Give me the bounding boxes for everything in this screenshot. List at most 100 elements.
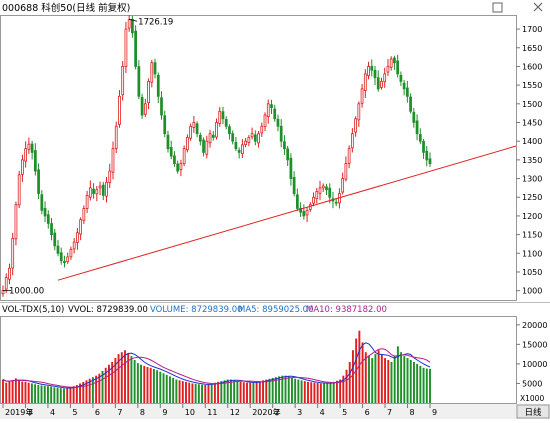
volume-bar xyxy=(188,382,191,403)
date-label: 2019年 xyxy=(5,407,33,417)
candle-body xyxy=(17,174,21,206)
candle-body xyxy=(76,232,79,243)
volume-bar xyxy=(329,382,332,403)
candle-body xyxy=(321,185,325,189)
date-label: 3 xyxy=(297,408,302,417)
candle-body xyxy=(127,19,131,29)
candle-body xyxy=(14,204,18,240)
ma10-label: MA10: 9387182.00 xyxy=(306,305,387,315)
volume-bar xyxy=(213,382,216,403)
volume-bar xyxy=(361,342,364,403)
volume-bar xyxy=(287,376,290,403)
volume-bar xyxy=(274,377,277,403)
volume-bar xyxy=(2,379,4,403)
volume-bar xyxy=(59,388,62,403)
volume-bar xyxy=(162,373,165,403)
period-tab[interactable]: 日线 xyxy=(516,404,550,419)
candle-body xyxy=(111,148,115,173)
volume-bar xyxy=(412,361,415,403)
date-label: 11 xyxy=(207,408,217,417)
candle-body xyxy=(373,69,377,79)
candle-body xyxy=(101,184,105,196)
candle-body xyxy=(273,108,277,120)
volume-bar xyxy=(252,382,255,403)
candle-body xyxy=(140,97,144,116)
volume-bar xyxy=(294,378,297,403)
candle-body xyxy=(205,140,209,155)
volume-bar xyxy=(425,368,428,403)
candle-body xyxy=(79,219,83,235)
volume-bar xyxy=(101,370,104,403)
volume-bar xyxy=(255,381,258,403)
volume-bar xyxy=(429,368,431,403)
volume-bar xyxy=(403,356,406,403)
candle-body xyxy=(244,140,247,145)
volume-bar xyxy=(229,379,232,403)
candle-body xyxy=(147,80,150,104)
candle-body xyxy=(108,170,112,183)
candles-layer xyxy=(1,15,517,297)
candle-body xyxy=(85,194,89,209)
candle-body xyxy=(182,148,186,165)
candle-body xyxy=(383,73,387,83)
date-label: 7 xyxy=(387,408,392,417)
volume-bar xyxy=(297,379,300,403)
volume-bar xyxy=(11,379,14,403)
window-maximize-button[interactable] xyxy=(492,2,503,13)
volume-bar xyxy=(124,350,126,403)
price-tick-label: 1000 xyxy=(522,287,542,296)
candle-body xyxy=(43,208,47,217)
volume-tick-label: 5000 xyxy=(522,379,542,388)
candle-body xyxy=(412,111,416,123)
price-tick-label: 1650 xyxy=(522,44,542,53)
volume-bar xyxy=(239,381,242,403)
volume-bar xyxy=(351,350,354,403)
volume-bar xyxy=(133,360,136,403)
volume-bar xyxy=(197,384,200,403)
candle-body xyxy=(283,141,286,150)
volume-bar xyxy=(233,380,236,403)
candle-body xyxy=(195,123,199,135)
volume-bar xyxy=(313,382,316,403)
ma5-label: MA5: 8959025.00 xyxy=(238,305,314,315)
volume-bar xyxy=(66,388,69,403)
candle-body xyxy=(59,252,63,262)
candle-body xyxy=(305,209,309,216)
date-label: 4 xyxy=(50,408,55,417)
volume-bar xyxy=(21,381,24,403)
candle-body xyxy=(228,126,231,135)
trendline xyxy=(57,145,517,281)
volume-bar xyxy=(140,364,143,403)
candle-body xyxy=(131,18,134,34)
candle-body xyxy=(386,66,390,73)
candle-body xyxy=(11,237,15,269)
candle-body xyxy=(318,187,322,194)
candle-body xyxy=(121,66,125,96)
volume-bar xyxy=(168,376,171,403)
candle-body xyxy=(376,77,380,90)
candle-body xyxy=(266,103,270,117)
candle-body xyxy=(208,133,212,144)
candle-body xyxy=(308,204,312,210)
date-label: 12 xyxy=(230,408,240,417)
candle-body xyxy=(211,134,215,138)
volume-bar xyxy=(5,382,8,403)
window-close-button[interactable] xyxy=(533,2,543,12)
candle-body xyxy=(173,155,176,165)
volume-bar xyxy=(120,352,123,403)
volume-bar xyxy=(95,375,98,403)
candle-body xyxy=(237,150,241,153)
candle-body xyxy=(241,144,244,154)
candle-body xyxy=(231,133,235,142)
volume-tick-label: 20000 xyxy=(522,321,547,330)
candle-body xyxy=(21,159,24,175)
volume-bar xyxy=(290,377,293,403)
candle-body xyxy=(286,148,290,161)
volume-bar xyxy=(396,346,399,403)
candle-body xyxy=(30,143,34,153)
candle-body xyxy=(118,95,121,125)
volume-bar xyxy=(207,384,210,403)
volume-bar xyxy=(37,385,40,403)
volume-bar xyxy=(217,381,220,403)
volume-bar xyxy=(107,364,110,403)
